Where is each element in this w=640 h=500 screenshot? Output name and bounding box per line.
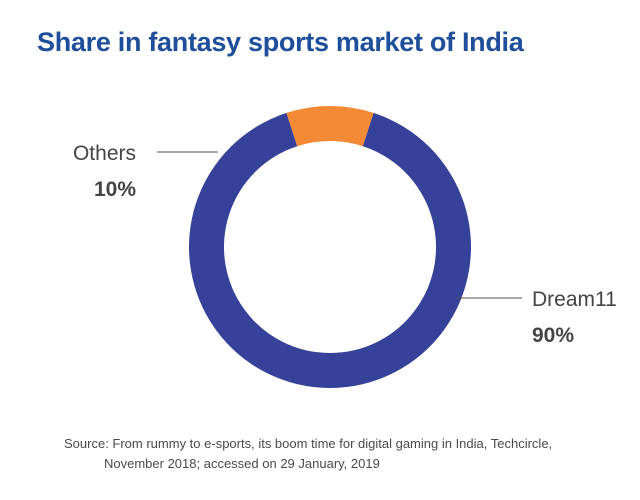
donut-chart: Others 10% Dream11 90%	[73, 106, 617, 388]
label-dream11-name: Dream11	[532, 288, 617, 311]
label-others-value: 10%	[94, 178, 136, 201]
chart-title: Share in fantasy sports market of India	[37, 27, 524, 57]
slices-group	[188, 106, 471, 388]
label-dream11-value: 90%	[532, 324, 574, 347]
slice-others	[286, 106, 374, 147]
source-line-2: November 2018; accessed on 29 January, 2…	[104, 456, 380, 471]
slice-dream11	[188, 112, 471, 388]
source-note: Source: From rummy to e-sports, its boom…	[64, 434, 604, 474]
label-others-name: Others	[73, 142, 136, 165]
source-line-1: Source: From rummy to e-sports, its boom…	[64, 436, 553, 451]
